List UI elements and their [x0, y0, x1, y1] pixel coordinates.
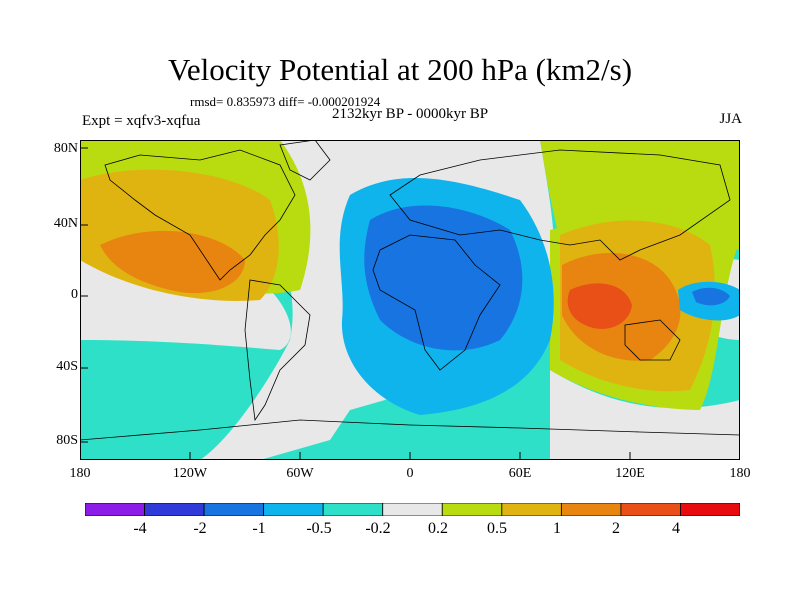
north-america-coast	[104, 149, 296, 281]
figure-title: Velocity Potential at 200 hPa (km2/s)	[167, 52, 633, 87]
lat-label-40s: 40S	[56, 359, 78, 374]
lat-label-equator: 0	[71, 287, 78, 302]
experiment-label: Expt = xqfv3-xqfua	[82, 113, 201, 129]
lon-label-180-west: 180	[69, 466, 91, 481]
colorbar-swatch	[263, 503, 324, 516]
lat-label-80n: 80N	[53, 141, 78, 156]
colorbar-label: -0.5	[306, 520, 332, 537]
map-plot	[80, 140, 740, 460]
colorbar-label: 0.2	[428, 520, 448, 537]
lat-label-40n: 40N	[53, 216, 78, 231]
colorbar-swatch	[620, 503, 681, 516]
lon-label-0: 0	[406, 466, 414, 481]
colorbar-swatch	[441, 503, 503, 516]
lon-label-60w: 60W	[286, 466, 314, 481]
antarctica-coast	[80, 419, 740, 441]
colorbar-label: 0.5	[487, 520, 507, 537]
south-america-coast	[244, 279, 311, 422]
colorbar-label: 2	[612, 520, 620, 537]
colorbar-swatch	[203, 503, 265, 516]
colorbar-swatch	[85, 503, 145, 516]
positive-region-northeast-pacific-core	[100, 230, 245, 294]
map-ticks	[80, 147, 740, 460]
stats-text: rmsd= 0.835973 diff= -0.000201924	[190, 94, 381, 109]
negative-region-central-pacific-core	[692, 287, 730, 306]
africa-coast	[372, 234, 501, 371]
colorbar-swatch	[382, 503, 443, 516]
lon-label-60e: 60E	[508, 466, 532, 481]
lon-label-120e: 120E	[615, 466, 645, 481]
australia-coast	[624, 319, 681, 361]
colorbar-swatch	[322, 503, 384, 516]
season-label: JJA	[719, 111, 742, 127]
colorbar-label: -2	[193, 520, 207, 537]
eurasia-coast	[389, 149, 731, 261]
lat-label-80s: 80S	[56, 433, 78, 448]
period-text: 2132kyr BP - 0000kyr BP	[331, 106, 489, 122]
colorbar-label: 4	[672, 520, 680, 537]
lon-label-120w: 120W	[172, 466, 208, 481]
colorbar-label: 1	[553, 520, 561, 537]
colorbar-label: -4	[133, 520, 147, 537]
positive-region-maritime-peak	[567, 283, 632, 329]
lon-label-180-east: 180	[729, 466, 751, 481]
negative-region-africa-core	[364, 205, 523, 351]
colorbar-label: -0.2	[365, 520, 391, 537]
colorbar-swatch	[560, 503, 622, 516]
colorbar-swatch	[501, 503, 562, 516]
neutral-region-south-indian	[550, 370, 740, 460]
colorbar	[85, 503, 740, 516]
map-frame	[80, 140, 740, 460]
colorbar-swatch	[680, 503, 740, 516]
colorbar-swatch	[144, 503, 205, 516]
colorbar-label: -1	[252, 520, 266, 537]
